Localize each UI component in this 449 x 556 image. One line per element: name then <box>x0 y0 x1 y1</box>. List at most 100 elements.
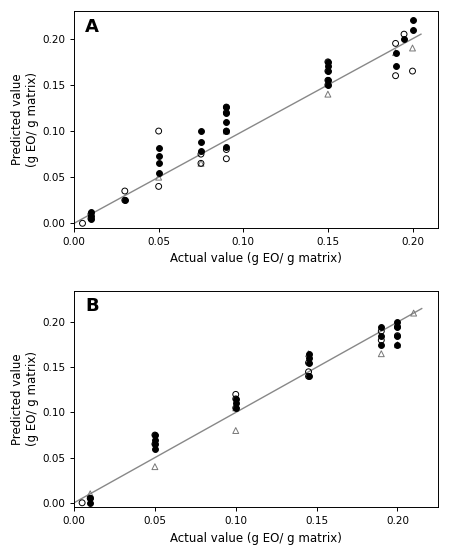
Point <box>305 349 312 358</box>
Point <box>409 25 416 34</box>
Point <box>232 426 239 435</box>
Point <box>305 349 312 358</box>
Point <box>232 390 239 399</box>
Point <box>151 435 158 444</box>
Point <box>378 349 385 358</box>
Point <box>392 62 399 71</box>
Point <box>87 498 94 507</box>
Point <box>409 43 416 52</box>
Point <box>151 444 158 453</box>
Point <box>401 29 408 38</box>
Point <box>79 219 86 228</box>
Point <box>232 394 239 403</box>
Point <box>324 67 331 76</box>
Point <box>324 62 331 71</box>
Point <box>305 372 312 381</box>
Point <box>155 159 162 168</box>
Point <box>223 108 230 117</box>
Point <box>223 103 230 112</box>
Point <box>155 127 162 136</box>
Point <box>198 138 205 147</box>
Point <box>401 34 408 43</box>
Point <box>394 340 401 349</box>
Point <box>324 76 331 85</box>
Point <box>155 173 162 182</box>
Point <box>223 127 230 136</box>
Point <box>378 340 385 349</box>
X-axis label: Actual value (g EO/ g matrix): Actual value (g EO/ g matrix) <box>170 532 342 545</box>
Y-axis label: Predicted value
(g EO/ g matrix): Predicted value (g EO/ g matrix) <box>11 72 39 167</box>
Point <box>155 168 162 177</box>
Text: A: A <box>85 18 99 36</box>
Point <box>324 81 331 90</box>
Point <box>223 103 230 112</box>
Point <box>151 440 158 449</box>
Point <box>305 358 312 367</box>
Point <box>87 494 94 503</box>
Point <box>392 48 399 57</box>
Point <box>223 127 230 136</box>
Point <box>232 404 239 413</box>
Point <box>324 57 331 66</box>
Point <box>394 317 401 326</box>
Point <box>409 16 416 25</box>
Point <box>223 108 230 117</box>
Point <box>324 57 331 66</box>
Point <box>324 81 331 90</box>
Point <box>305 358 312 367</box>
Point <box>87 494 94 503</box>
Point <box>79 498 86 507</box>
Point <box>151 440 158 449</box>
Point <box>378 327 385 336</box>
Point <box>198 159 205 168</box>
Point <box>223 145 230 154</box>
Point <box>155 143 162 152</box>
Point <box>392 39 399 48</box>
Point <box>324 90 331 98</box>
Point <box>324 67 331 76</box>
Point <box>88 210 95 219</box>
Point <box>394 322 401 331</box>
Point <box>198 159 205 168</box>
Point <box>155 182 162 191</box>
Point <box>394 331 401 340</box>
Point <box>121 196 128 205</box>
Point <box>198 127 205 136</box>
X-axis label: Actual value (g EO/ g matrix): Actual value (g EO/ g matrix) <box>170 252 342 266</box>
Y-axis label: Predicted value
(g EO/ g matrix): Predicted value (g EO/ g matrix) <box>11 351 39 446</box>
Point <box>232 399 239 408</box>
Point <box>88 208 95 217</box>
Point <box>88 214 95 223</box>
Point <box>223 142 230 151</box>
Point <box>324 76 331 85</box>
Point <box>378 331 385 340</box>
Point <box>155 151 162 160</box>
Point <box>409 67 416 76</box>
Point <box>378 336 385 345</box>
Point <box>305 368 312 376</box>
Point <box>87 489 94 498</box>
Point <box>88 211 95 220</box>
Point <box>151 462 158 471</box>
Point <box>198 147 205 156</box>
Point <box>232 394 239 403</box>
Point <box>394 340 401 349</box>
Point <box>223 127 230 136</box>
Point <box>394 331 401 340</box>
Point <box>151 430 158 439</box>
Point <box>223 154 230 163</box>
Point <box>394 322 401 331</box>
Point <box>232 404 239 413</box>
Point <box>232 404 239 413</box>
Point <box>88 210 95 219</box>
Point <box>151 430 158 439</box>
Text: B: B <box>85 297 99 315</box>
Point <box>392 48 399 57</box>
Point <box>121 196 128 205</box>
Point <box>198 150 205 158</box>
Point <box>305 354 312 363</box>
Point <box>121 187 128 196</box>
Point <box>223 117 230 126</box>
Point <box>410 309 417 317</box>
Point <box>378 322 385 331</box>
